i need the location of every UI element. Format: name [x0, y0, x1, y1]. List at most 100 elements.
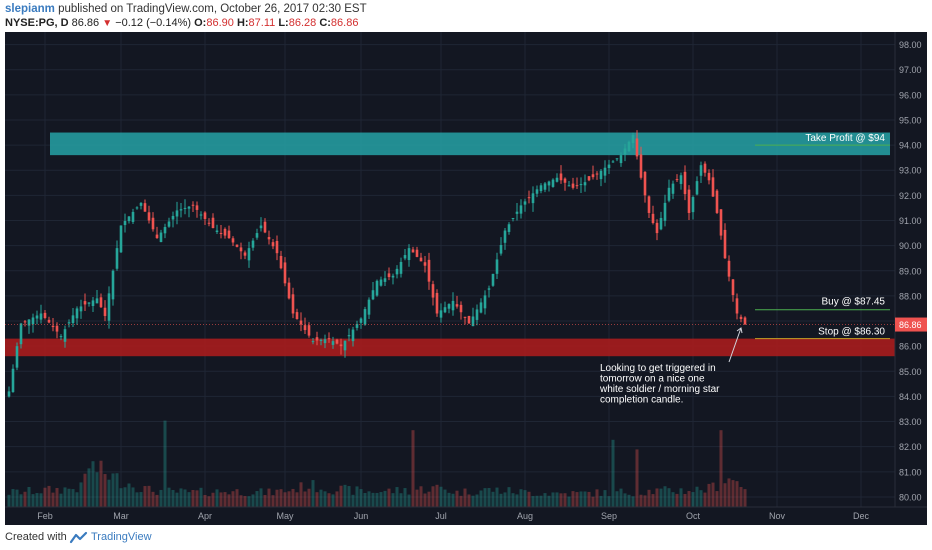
candle[interactable]	[223, 228, 227, 236]
candle[interactable]	[583, 182, 587, 186]
candle[interactable]	[183, 207, 187, 209]
candle[interactable]	[167, 221, 171, 227]
tradingview-logo-icon[interactable]	[69, 530, 89, 546]
candle[interactable]	[651, 213, 655, 224]
candle[interactable]	[731, 279, 735, 296]
candle[interactable]	[471, 316, 475, 327]
candle[interactable]	[419, 257, 423, 262]
candle[interactable]	[335, 339, 339, 344]
stop-label[interactable]: Stop @ $86.30	[818, 327, 885, 338]
tradingview-brand[interactable]: TradingView	[91, 531, 152, 543]
candle[interactable]	[219, 232, 223, 234]
candle[interactable]	[315, 337, 319, 341]
candle[interactable]	[599, 170, 603, 180]
candle[interactable]	[607, 164, 611, 169]
candle[interactable]	[627, 141, 631, 152]
candle[interactable]	[11, 368, 15, 393]
candle[interactable]	[139, 202, 143, 206]
candle[interactable]	[87, 302, 91, 304]
candle[interactable]	[363, 309, 367, 325]
candle[interactable]	[355, 324, 359, 328]
stop-zone[interactable]	[5, 338, 895, 357]
annotation-text-line[interactable]: Looking to get triggered in	[600, 363, 716, 374]
candle[interactable]	[411, 249, 415, 253]
candle[interactable]	[99, 297, 103, 308]
candle[interactable]	[19, 323, 23, 345]
candle[interactable]	[635, 138, 639, 157]
candle[interactable]	[659, 217, 663, 230]
candle[interactable]	[79, 306, 83, 312]
candle[interactable]	[135, 207, 139, 209]
candle[interactable]	[439, 310, 443, 318]
candle[interactable]	[279, 255, 283, 269]
candle[interactable]	[535, 189, 539, 194]
candle[interactable]	[739, 316, 743, 320]
candle[interactable]	[39, 313, 43, 320]
candle[interactable]	[551, 179, 555, 187]
candle[interactable]	[59, 336, 63, 338]
candle[interactable]	[367, 299, 371, 315]
candle[interactable]	[75, 308, 79, 319]
candle[interactable]	[71, 315, 75, 324]
candle[interactable]	[499, 244, 503, 254]
candle[interactable]	[235, 244, 239, 247]
candle[interactable]	[319, 339, 323, 341]
candle[interactable]	[391, 275, 395, 278]
candle[interactable]	[555, 177, 559, 182]
candle[interactable]	[119, 225, 123, 253]
annotation-text-line[interactable]: completion candle.	[600, 395, 683, 406]
candle[interactable]	[115, 248, 119, 269]
candle[interactable]	[35, 315, 39, 319]
candle[interactable]	[283, 262, 287, 284]
candle[interactable]	[259, 225, 263, 229]
candle[interactable]	[103, 307, 107, 316]
candle[interactable]	[727, 260, 731, 277]
candle[interactable]	[147, 212, 151, 221]
candle[interactable]	[743, 317, 747, 325]
candle[interactable]	[15, 346, 19, 368]
candle[interactable]	[507, 224, 511, 232]
symbol-label[interactable]: NYSE:PG, D	[5, 17, 69, 29]
candle[interactable]	[587, 176, 591, 181]
time-axis[interactable]: Feb Mar Apr May Jun Jul Aug Sep Oct Nov Dec	[5, 506, 927, 521]
candle[interactable]	[175, 210, 179, 217]
candle[interactable]	[211, 217, 215, 229]
buy-label[interactable]: Buy @ $87.45	[821, 297, 885, 308]
candle[interactable]	[479, 302, 483, 313]
candle[interactable]	[711, 177, 715, 197]
annotation-text-line[interactable]: white soldier / morning star	[599, 384, 720, 395]
candle[interactable]	[267, 237, 271, 240]
candle[interactable]	[351, 329, 355, 342]
candle[interactable]	[299, 320, 303, 325]
candle[interactable]	[671, 183, 675, 194]
horizontal-lines[interactable]: Take Profit @ $94 Buy @ $87.45 Stop @ $86.…	[5, 133, 895, 340]
candle[interactable]	[347, 335, 351, 337]
candle[interactable]	[195, 205, 199, 210]
candle[interactable]	[475, 309, 479, 320]
candle[interactable]	[639, 154, 643, 178]
candle[interactable]	[531, 193, 535, 204]
candle[interactable]	[171, 215, 175, 220]
candle[interactable]	[239, 247, 243, 252]
candle[interactable]	[443, 307, 447, 313]
candlesticks[interactable]	[7, 130, 747, 398]
candle[interactable]	[47, 319, 51, 323]
price-axis[interactable]: 80.0081.0082.0083.0084.0085.0086.0087.00…	[894, 32, 927, 507]
candle[interactable]	[311, 341, 315, 343]
candle[interactable]	[451, 300, 455, 311]
candle[interactable]	[95, 298, 99, 304]
candle[interactable]	[415, 249, 419, 257]
candle[interactable]	[435, 292, 439, 314]
candle[interactable]	[231, 238, 235, 243]
candle[interactable]	[287, 282, 291, 299]
candle[interactable]	[503, 230, 507, 243]
candle[interactable]	[307, 325, 311, 336]
candle[interactable]	[483, 295, 487, 309]
candle[interactable]	[603, 167, 607, 176]
candle[interactable]	[455, 304, 459, 307]
candle[interactable]	[563, 178, 567, 183]
candle[interactable]	[403, 255, 407, 259]
candle[interactable]	[263, 221, 267, 233]
candle[interactable]	[571, 183, 575, 188]
